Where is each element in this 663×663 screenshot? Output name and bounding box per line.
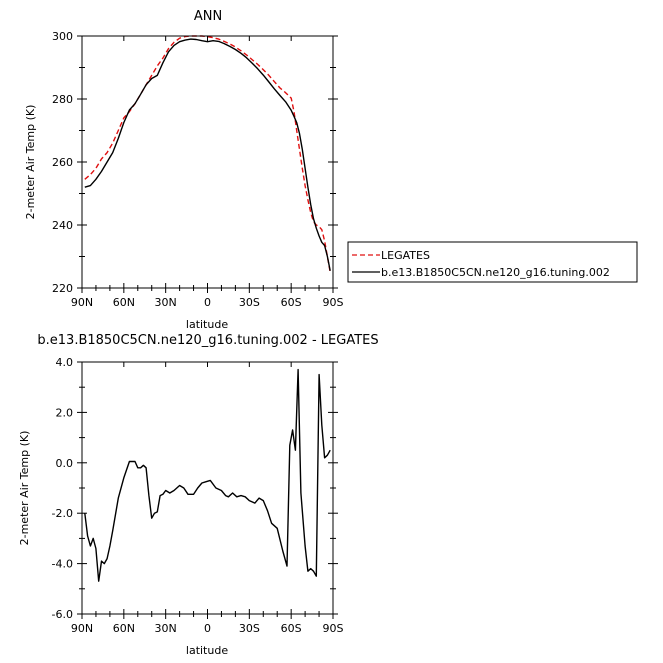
panel1-x-tick-label: 90S (323, 296, 344, 309)
panel1-y-tick-label: 260 (52, 156, 73, 169)
panel2-title: b.e13.B1850C5CN.ne120_g16.tuning.002 - L… (37, 333, 378, 348)
panel2-series-group (84, 368, 331, 582)
panel1-x-tick-label: 0 (204, 296, 211, 309)
panel1-x-tick-label: 90N (71, 296, 93, 309)
panel1-series-line-model (84, 38, 331, 271)
panel1-series-line-legates (84, 35, 331, 273)
panel1-x-tick-label: 60N (113, 296, 135, 309)
panel1-axis-ticks: 90N 60N 30N 0 30S 60S 90S 300 280 260 240 220 (52, 30, 344, 309)
difference-panel: b.e13.B1850C5CN.ne120_g16.tuning.002 - L… (18, 333, 379, 657)
panel2-plot-frame (81, 361, 334, 615)
panel1-y-axis-label: 2-meter Air Temp (K) (24, 105, 37, 220)
panel2-x-tick-label: 30S (239, 622, 260, 635)
panel1-title: ANN (194, 9, 222, 24)
panel1-x-tick-label: 30S (239, 296, 260, 309)
panel1-series-group (84, 35, 331, 273)
panel2-y-tick-label: 2.0 (56, 406, 74, 419)
annual-temperature-panel: ANN 90N 60N 30N 0 30S 60S 90S 300 280 260 240 220 l… (24, 9, 344, 331)
panel2-y-axis-label: 2-meter Air Temp (K) (18, 431, 31, 546)
panel2-series-line-model (84, 368, 331, 582)
panel1-x-axis-label: latitude (186, 318, 228, 331)
panel2-x-tick-label: 90S (323, 622, 344, 635)
panel2-x-tick-label: 60S (281, 622, 302, 635)
panel2-y-tick-label: -6.0 (52, 608, 73, 621)
legend-label-legates: LEGATES (381, 249, 430, 262)
legend-box (347, 241, 638, 283)
legend-label-model: b.e13.B1850C5CN.ne120_g16.tuning.002 (381, 266, 610, 279)
panel2-x-tick-label: 90N (71, 622, 93, 635)
panel2-x-tick-label: 30N (155, 622, 177, 635)
panel2-x-tick-label: 60N (113, 622, 135, 635)
panel1-plot-frame (81, 35, 334, 289)
legend: LEGATES b.e13.B1850C5CN.ne120_g16.tuning… (347, 241, 638, 283)
panel1-x-tick-label: 60S (281, 296, 302, 309)
panel1-y-tick-label: 220 (52, 282, 73, 295)
panel1-x-tick-label: 30N (155, 296, 177, 309)
panel1-y-tick-label: 300 (52, 30, 73, 43)
panel2-x-tick-label: 0 (204, 622, 211, 635)
panel2-y-tick-label: -4.0 (52, 558, 73, 571)
panel2-y-tick-label: 4.0 (56, 356, 74, 369)
panel1-y-tick-label: 240 (52, 219, 73, 232)
panel2-y-tick-label: 0.0 (56, 457, 74, 470)
panel2-axis-ticks: 90N 60N 30N 0 30S 60S 90S 4.0 2.0 0.0 -2.0 -4.0 -6.0 (52, 356, 344, 635)
panel1-y-tick-label: 280 (52, 93, 73, 106)
panel2-x-axis-label: latitude (186, 644, 228, 657)
panel2-y-tick-label: -2.0 (52, 507, 73, 520)
